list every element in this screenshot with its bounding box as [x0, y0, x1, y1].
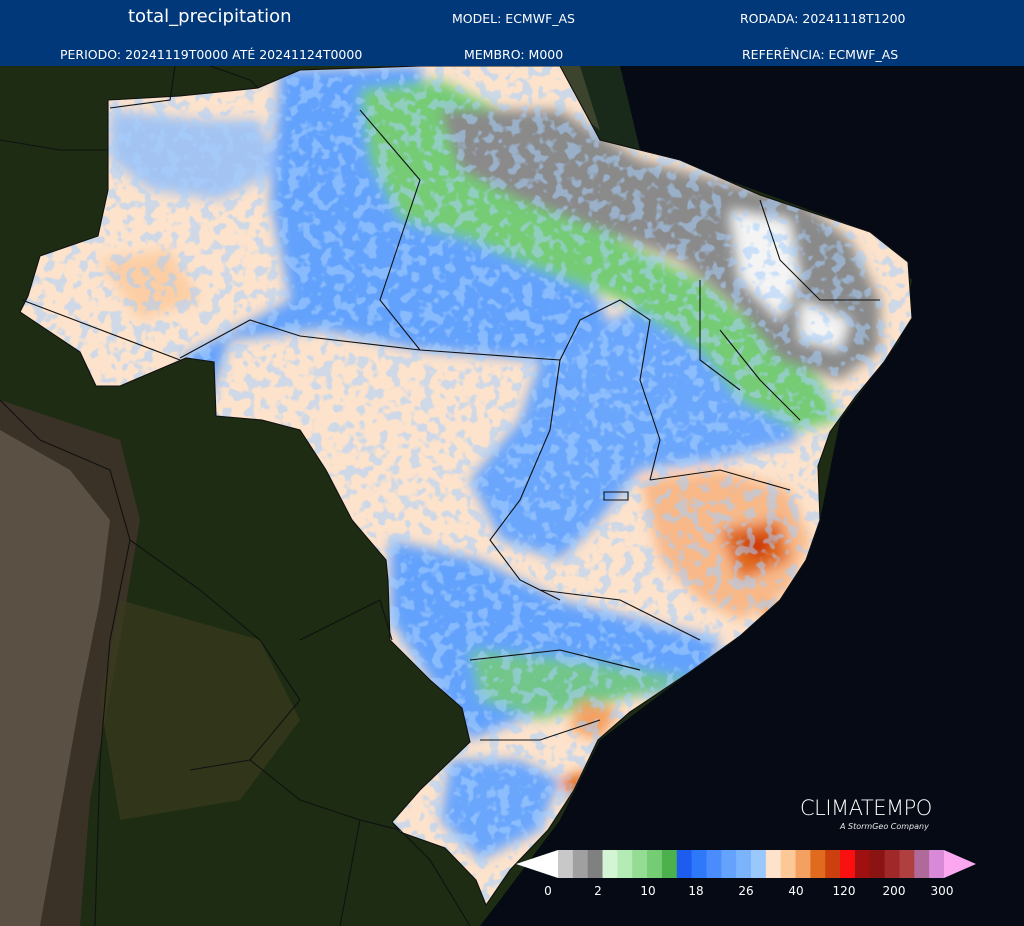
- brand-tagline: A StormGeo Company: [840, 822, 929, 831]
- run-label: RODADA: 20241118T1200: [740, 11, 906, 26]
- colorbar-swatch: [840, 850, 856, 878]
- colorbar-swatch: [691, 850, 707, 878]
- colorbar-swatch: [736, 850, 752, 878]
- variable-title: total_precipitation: [128, 6, 292, 27]
- colorbar-tick-label: 120: [832, 884, 856, 898]
- colorbar-swatch: [706, 850, 722, 878]
- map-header: total_precipitation MODEL: ECMWF_AS RODA…: [0, 0, 1024, 66]
- colorbar-swatch: [854, 850, 871, 878]
- precipitation-colorbar: 0 2 10 18 26 40 120 200 300: [516, 850, 976, 898]
- colorbar-swatch: [602, 850, 618, 878]
- colorbar-swatch: [587, 850, 604, 878]
- colorbar-swatch: [884, 850, 900, 878]
- colorbar-swatch: [899, 850, 915, 878]
- period-label: PERIODO: 20241119T0000 ATÉ 20241124T0000: [60, 47, 363, 62]
- political-boundaries: [0, 66, 913, 926]
- colorbar-swatch: [929, 850, 945, 878]
- colorbar-swatch: [795, 850, 811, 878]
- reference-label: REFERÊNCIA: ECMWF_AS: [742, 47, 899, 62]
- colorbar-swatch: [780, 850, 797, 878]
- colorbar-swatch: [647, 850, 663, 878]
- colorbar-swatch: [572, 850, 589, 878]
- model-label: MODEL: ECMWF_AS: [452, 11, 575, 26]
- colorbar-tick-label: 2: [594, 884, 602, 898]
- colorbar-tick-label: 18: [688, 884, 704, 898]
- precipitation-map: CLIMATEMPO A StormGeo Company: [0, 66, 1024, 926]
- colorbar-swatch: [765, 850, 782, 878]
- colorbar-swatch: [825, 850, 841, 878]
- colorbar-swatch: [869, 850, 886, 878]
- colorbar-tick-label: 300: [930, 884, 954, 898]
- colorbar-tick-label: 0: [544, 884, 552, 898]
- colorbar-tick-label: 10: [640, 884, 656, 898]
- colorbar-swatches: [516, 850, 976, 878]
- map-canvas: [0, 66, 913, 926]
- colorbar-swatch: [558, 850, 574, 878]
- colorbar-swatch: [721, 850, 737, 878]
- brand-name: CLIMATEMPO: [800, 796, 932, 820]
- colorbar-swatch: [632, 850, 648, 878]
- colorbar-swatch: [810, 850, 826, 878]
- colorbar-swatch: [617, 850, 633, 878]
- colorbar-tick-label: 200: [882, 884, 906, 898]
- colorbar-tick-label: 40: [788, 884, 804, 898]
- colorbar-tick-label: 26: [738, 884, 754, 898]
- colorbar-swatch: [914, 850, 930, 878]
- colorbar-swatch: [676, 850, 693, 878]
- member-label: MEMBRO: M000: [464, 47, 564, 62]
- colorbar-swatch: [751, 850, 767, 878]
- climatempo-logo: CLIMATEMPO A StormGeo Company: [800, 796, 932, 831]
- colorbar-arrow-left: [516, 850, 558, 878]
- colorbar-swatch: [661, 850, 678, 878]
- colorbar-arrow-right: [944, 850, 976, 878]
